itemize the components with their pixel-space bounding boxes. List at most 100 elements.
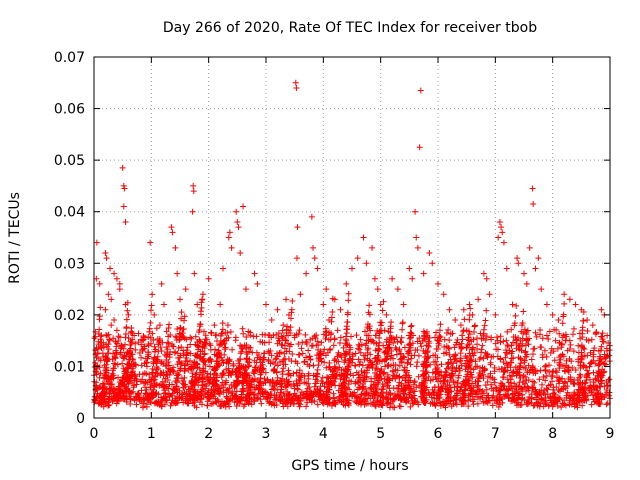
data-point — [408, 355, 415, 362]
data-point — [213, 399, 220, 406]
data-point — [116, 286, 123, 293]
data-point — [387, 329, 394, 336]
data-point — [586, 363, 593, 370]
data-point — [236, 365, 243, 372]
data-point — [237, 356, 244, 363]
data-point — [217, 341, 224, 348]
data-point — [202, 341, 209, 348]
data-point — [480, 335, 487, 342]
data-point — [369, 244, 376, 251]
data-point — [364, 324, 371, 331]
data-point — [266, 339, 273, 346]
data-point — [169, 390, 176, 397]
data-point — [559, 375, 566, 382]
data-point — [167, 368, 174, 375]
data-point — [471, 396, 478, 403]
data-point — [176, 337, 183, 344]
data-point — [424, 348, 431, 355]
data-point — [317, 392, 324, 399]
data-point — [598, 343, 605, 350]
data-point — [174, 374, 181, 381]
data-point — [519, 340, 526, 347]
data-point — [382, 355, 389, 362]
data-point — [169, 229, 176, 236]
data-point — [578, 342, 585, 349]
data-point — [580, 345, 587, 352]
data-point — [292, 79, 299, 86]
data-point — [383, 356, 390, 363]
data-point — [315, 357, 322, 364]
data-point — [507, 364, 514, 371]
data-point — [394, 286, 401, 293]
data-point — [334, 353, 341, 360]
data-point — [217, 388, 224, 395]
data-point — [504, 392, 511, 399]
data-point — [112, 347, 119, 354]
data-point — [552, 337, 559, 344]
data-point — [418, 343, 425, 350]
data-point — [542, 397, 549, 404]
data-point — [310, 372, 317, 379]
data-point — [487, 361, 494, 368]
data-point — [574, 404, 581, 411]
data-point — [228, 244, 235, 251]
data-point — [120, 396, 127, 403]
data-point — [273, 395, 280, 402]
data-point — [121, 352, 128, 359]
data-point — [125, 380, 132, 387]
data-point — [495, 404, 502, 411]
data-point — [244, 350, 251, 357]
data-point — [143, 359, 150, 366]
data-point — [259, 331, 266, 338]
data-point — [306, 396, 313, 403]
data-point — [475, 296, 482, 303]
data-point — [280, 403, 287, 410]
data-point — [146, 325, 153, 332]
data-point — [118, 342, 125, 349]
data-point — [375, 342, 382, 349]
data-point — [417, 87, 424, 94]
data-point — [446, 306, 453, 313]
data-point — [548, 345, 555, 352]
data-point — [241, 401, 248, 408]
data-point — [245, 363, 252, 370]
data-point — [564, 347, 571, 354]
data-point — [113, 275, 120, 282]
data-point — [287, 372, 294, 379]
data-point — [314, 338, 321, 345]
data-point — [401, 354, 408, 361]
data-point — [116, 280, 123, 287]
data-point — [577, 359, 584, 366]
data-point — [600, 394, 607, 401]
data-point — [311, 383, 318, 390]
data-point — [446, 337, 453, 344]
data-point — [395, 382, 402, 389]
data-point — [97, 342, 104, 349]
data-point — [174, 270, 181, 277]
data-point — [522, 348, 529, 355]
data-point — [504, 342, 511, 349]
data-point — [152, 373, 159, 380]
data-point — [593, 383, 600, 390]
data-point — [339, 392, 346, 399]
data-point — [578, 397, 585, 404]
data-point — [374, 286, 381, 293]
data-point — [406, 383, 413, 390]
data-point — [378, 386, 385, 393]
data-point — [295, 351, 302, 358]
data-point — [111, 317, 118, 324]
data-point — [360, 234, 367, 241]
x-tick-label: 1 — [147, 426, 156, 442]
data-point — [117, 386, 124, 393]
data-point — [496, 219, 503, 226]
data-point — [480, 326, 487, 333]
data-point — [441, 344, 448, 351]
data-point — [498, 383, 505, 390]
data-point — [520, 330, 527, 337]
data-point — [218, 398, 225, 405]
data-point — [336, 364, 343, 371]
data-point — [177, 365, 184, 372]
data-point — [93, 354, 100, 361]
data-point — [513, 302, 520, 309]
data-point — [402, 377, 409, 384]
